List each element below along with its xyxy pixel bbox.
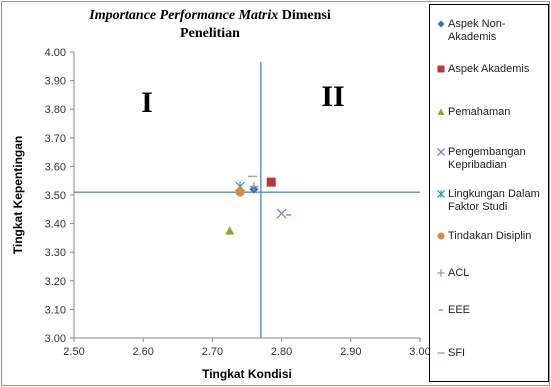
- y-tick-label: 3.90: [45, 76, 66, 88]
- legend-label: SFI: [448, 347, 466, 359]
- x-tick-label: 2.50: [63, 346, 84, 358]
- chart-title-italic: Importance Performance Matrix: [89, 8, 279, 23]
- x-tick-label: 2.90: [340, 346, 361, 358]
- chart-legend: Aspek Non-Akademis Aspek Akademis Pemahama…: [429, 4, 549, 382]
- x-tick-label: 2.60: [132, 346, 153, 358]
- chart-title-plain: Dimensi: [281, 8, 331, 23]
- legend-label: Aspek Non-Akademis: [448, 18, 506, 43]
- x-tick-label: 3.00: [409, 346, 430, 358]
- x-tick-label: 2.70: [202, 346, 223, 358]
- data-point-2: [225, 226, 235, 235]
- legend-marker-1: [437, 65, 445, 73]
- y-tick-label: 3.60: [45, 161, 66, 173]
- legend-marker-5: [437, 232, 445, 240]
- x-axis-label: Tingkat Kondisi: [202, 367, 292, 381]
- chart-title-line-2: Penelitian: [180, 26, 240, 41]
- y-tick-label: 4.00: [45, 47, 66, 59]
- legend-marker-6: [437, 269, 445, 277]
- legend-marker-icon: [437, 352, 445, 354]
- legend-label: Tindakan Disiplin: [448, 230, 532, 242]
- y-tick-label: 3.30: [45, 247, 66, 259]
- legend-marker-icon: [437, 232, 445, 240]
- legend-label: Lingkungan Dalam Faktor Studi: [448, 188, 540, 213]
- legend-marker-0: [437, 20, 445, 28]
- y-tick-label: 3.00: [45, 333, 66, 345]
- legend-marker-5-shape: [437, 232, 445, 240]
- y-tick-label: 3.20: [45, 276, 66, 288]
- legend-marker-2-shape: [437, 108, 445, 115]
- data-point-1: [266, 177, 276, 187]
- legend-label: Pemahaman: [448, 106, 511, 118]
- legend-label: Pengembangan Kepribadian: [448, 146, 526, 171]
- legend-marker-icon: [437, 20, 445, 28]
- y-tick-label: 3.70: [45, 133, 66, 145]
- y-axis-label: Tingkat Kepentingan: [11, 136, 25, 254]
- legend-marker-icon: [437, 190, 445, 198]
- data-point-2-shape: [225, 226, 235, 235]
- data-point-5-shape: [235, 187, 245, 197]
- quadrant-label-II: II: [321, 80, 344, 113]
- legend-label: ACL: [448, 267, 470, 279]
- legend-marker-2: [437, 108, 445, 115]
- data-point-5: [235, 187, 245, 197]
- legend-marker-1-shape: [437, 65, 445, 73]
- legend-marker-icon: [437, 108, 445, 115]
- y-tick-label: 3.80: [45, 104, 66, 116]
- legend-marker-3-stroke: [437, 148, 445, 156]
- legend-marker-icon: [437, 65, 445, 73]
- legend-marker-0-shape: [437, 20, 445, 28]
- x-tick-label: 2.80: [271, 346, 292, 358]
- y-tick-label: 3.50: [45, 190, 66, 202]
- data-point-3: [276, 208, 287, 219]
- legend-marker-4: [437, 190, 445, 198]
- legend-marker-icon: [437, 148, 445, 156]
- data-point-1-shape: [266, 177, 276, 187]
- quadrant-label-I: I: [141, 86, 153, 119]
- legend-marker-3: [437, 148, 445, 156]
- data-point-6: [249, 181, 259, 191]
- legend-marker-icon: [437, 269, 445, 277]
- scatter-chart: 3.00 3.10 3.20 3.30 3.40 3.50 3.60 3.70 3.80 3.90…: [11, 47, 430, 381]
- y-tick-label: 3.10: [45, 304, 66, 316]
- chart-title-line-1: Importance Performance Matrix Dimensi: [40, 8, 380, 24]
- legend-label: EEE: [448, 304, 471, 316]
- legend-marker-icon: [438, 309, 444, 311]
- data-point-3-stroke: [276, 208, 287, 219]
- y-tick-label: 3.40: [45, 219, 66, 231]
- legend-label: Aspek Akademis: [448, 63, 530, 75]
